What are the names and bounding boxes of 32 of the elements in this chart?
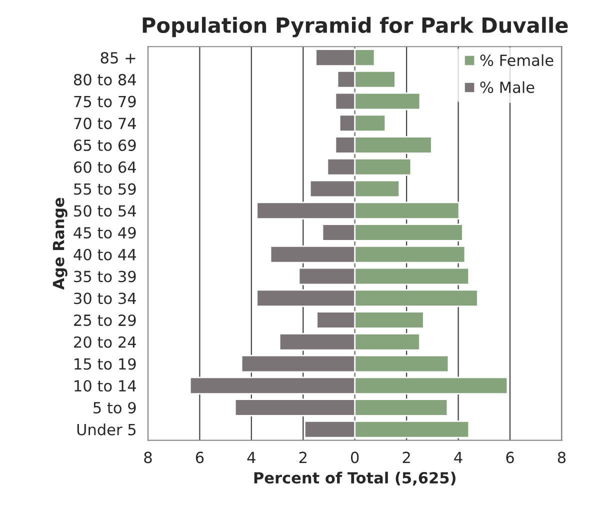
y-tick-label: 20 to 24 — [74, 336, 136, 348]
y-tick-label: 25 to 29 — [74, 314, 136, 326]
y-tick-label: Under 5 — [77, 424, 136, 436]
chart-title: Population Pyramid for Park Duvalle — [142, 16, 568, 38]
y-tick-label: 40 to 44 — [74, 248, 136, 260]
y-tick-label: 45 to 49 — [74, 226, 136, 239]
y-tick-label: 10 to 14 — [74, 380, 136, 392]
x-axis-title: Percent of Total (5,625) — [254, 472, 456, 486]
y-tick-label: 85 + — [100, 52, 136, 64]
y-tick-label: 55 to 59 — [74, 183, 136, 195]
y-tick-label: 70 to 74 — [74, 118, 136, 130]
y-tick-label: 75 to 79 — [74, 96, 136, 108]
x-tick-label: 0 — [350, 452, 359, 464]
x-tick-label: 8 — [558, 452, 566, 464]
y-tick-label: 60 to 64 — [74, 161, 136, 173]
legend-label: % Female — [480, 54, 554, 66]
legend-label: % Male — [480, 81, 534, 94]
y-tick-label: 30 to 34 — [74, 292, 136, 304]
x-tick-label: 2 — [402, 452, 410, 464]
x-tick-label: 4 — [247, 452, 256, 464]
x-tick-label: 6 — [196, 452, 204, 464]
y-tick-label: 65 to 69 — [74, 140, 136, 152]
x-tick-label: 4 — [454, 452, 462, 464]
x-tick-label: 8 — [144, 452, 152, 464]
y-tick-label: 5 to 9 — [94, 402, 136, 414]
y-tick-label: 15 to 19 — [74, 358, 136, 370]
x-tick-label: 6 — [506, 452, 514, 464]
y-axis-title: Age Range — [52, 198, 68, 290]
y-tick-label: 50 to 54 — [74, 205, 136, 217]
y-tick-label: 35 to 39 — [74, 270, 136, 282]
x-tick-label: 2 — [299, 452, 306, 464]
y-tick-label: 80 to 84 — [74, 74, 136, 86]
